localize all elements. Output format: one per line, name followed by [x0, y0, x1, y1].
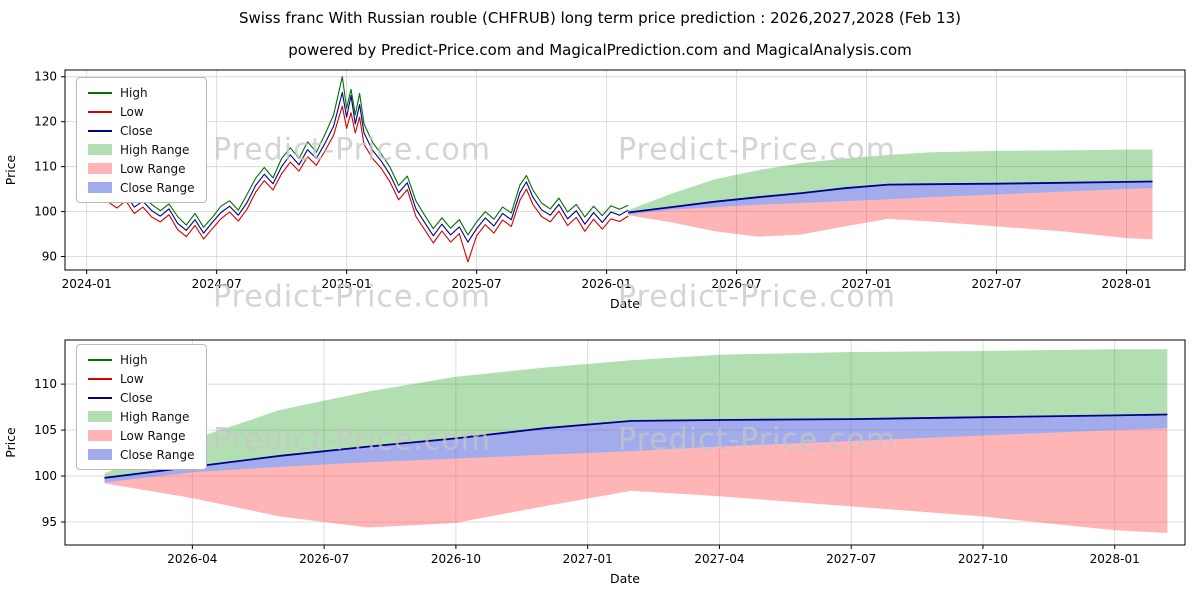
legend-item-high: High — [88, 85, 195, 100]
forecast-close-line — [628, 180, 1153, 214]
price-history-forecast-chart: 2024-01 2024-07 2025-01 2025-07 2026-01 2026-… — [3, 69, 1186, 311]
watermark: Predict-Price.com — [213, 132, 491, 168]
legend-item-high: High — [88, 352, 195, 367]
x-tick-label: 2028-01 — [1090, 552, 1140, 566]
low-range-band — [104, 428, 1168, 533]
history-low-line — [107, 105, 629, 263]
legend: High Low Close High Range Low Range Clos… — [76, 77, 207, 203]
legend-label-high: High — [120, 85, 148, 100]
legend-label-close: Close — [120, 390, 153, 405]
legend-label-low-range: Low Range — [120, 428, 186, 443]
legend-label-high: High — [120, 352, 148, 367]
x-tick-label: 2027-04 — [694, 552, 744, 566]
legend: High Low Close High Range Low Range Clos… — [76, 344, 207, 470]
x-tick-label: 2026-01 — [582, 277, 632, 291]
plot-frame — [64, 339, 1186, 546]
y-tick-label: 130 — [34, 70, 57, 84]
x-tick-label: 2026-07 — [299, 552, 349, 566]
legend-label-close-range: Close Range — [120, 180, 195, 195]
low-range-swatch — [88, 163, 112, 174]
low-line-swatch — [88, 377, 112, 380]
x-tick-label: 2027-07 — [971, 277, 1021, 291]
watermark: Predict-Price.com — [213, 422, 491, 458]
x-tick-label: 2028-01 — [1101, 277, 1151, 291]
x-axis-label: Date — [610, 296, 640, 311]
watermark: Predict-Price.com — [618, 422, 896, 458]
y-tick-label: 95 — [42, 515, 57, 529]
close-range-band — [628, 181, 1153, 215]
low-range-band — [628, 188, 1153, 240]
y-tick-label: 100 — [34, 469, 57, 483]
low-range-swatch — [88, 430, 112, 441]
legend-item-close-range: Close Range — [88, 447, 195, 462]
forecast-close-line — [104, 413, 1168, 479]
x-tick-label: 2026-04 — [167, 552, 217, 566]
legend-label-close: Close — [120, 123, 153, 138]
legend-label-low: Low — [120, 371, 144, 386]
x-tick-label: 2024-07 — [192, 277, 242, 291]
x-tick-label: 2027-01 — [563, 552, 613, 566]
close-line-swatch — [88, 129, 112, 132]
legend-item-high-range: High Range — [88, 409, 195, 424]
y-axis-label: Price — [3, 427, 18, 458]
close-range-band — [104, 414, 1168, 483]
legend-item-close-range: Close Range — [88, 180, 195, 195]
low-line-swatch — [88, 110, 112, 113]
close-range-swatch — [88, 182, 112, 193]
high-range-swatch — [88, 411, 112, 422]
legend-label-low: Low — [120, 104, 144, 119]
y-tick-label: 110 — [34, 160, 57, 174]
y-tick-label: 105 — [34, 423, 57, 437]
legend-item-high-range: High Range — [88, 142, 195, 157]
history-high-line — [107, 76, 629, 236]
close-line-swatch — [88, 396, 112, 399]
legend-item-close: Close — [88, 390, 195, 405]
y-tick-label: 110 — [34, 377, 57, 391]
y-tick-label: 120 — [34, 115, 57, 129]
x-tick-label: 2026-10 — [431, 552, 481, 566]
forecast-detail-chart: 2026-04 2026-07 2026-10 2027-01 2027-04 2027-… — [3, 339, 1186, 586]
x-tick-label: 2026-07 — [711, 277, 761, 291]
legend-item-low: Low — [88, 371, 195, 386]
legend-item-close: Close — [88, 123, 195, 138]
watermark: Predict-Price.com — [213, 279, 491, 315]
legend-label-low-range: Low Range — [120, 161, 186, 176]
legend-item-low: Low — [88, 104, 195, 119]
legend-label-high-range: High Range — [120, 142, 190, 157]
watermark: Predict-Price.com — [618, 132, 896, 168]
close-range-swatch — [88, 449, 112, 460]
chart-subtitle: powered by Predict-Price.com and Magical… — [288, 41, 912, 59]
legend-label-close-range: Close Range — [120, 447, 195, 462]
x-tick-label: 2025-01 — [322, 277, 372, 291]
high-range-swatch — [88, 144, 112, 155]
y-axis-label: Price — [3, 154, 18, 185]
watermark: Predict-Price.com — [618, 279, 896, 315]
x-tick-label: 2027-01 — [841, 277, 891, 291]
legend-item-low-range: Low Range — [88, 161, 195, 176]
chart-title: Swiss franc With Russian rouble (CHFRUB)… — [238, 9, 962, 27]
high-line-swatch — [88, 91, 112, 94]
plot-frame — [64, 69, 1186, 271]
x-tick-label: 2024-01 — [62, 277, 112, 291]
y-tick-label: 100 — [34, 205, 57, 219]
high-line-swatch — [88, 358, 112, 361]
legend-label-high-range: High Range — [120, 409, 190, 424]
x-tick-label: 2027-10 — [958, 552, 1008, 566]
x-tick-label: 2027-07 — [826, 552, 876, 566]
history-close-line — [107, 91, 629, 243]
x-axis-label: Date — [610, 571, 640, 586]
legend-item-low-range: Low Range — [88, 428, 195, 443]
y-tick-label: 90 — [42, 250, 57, 264]
x-tick-label: 2025-07 — [452, 277, 502, 291]
